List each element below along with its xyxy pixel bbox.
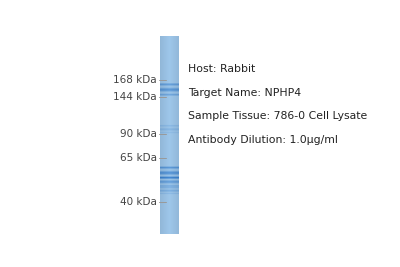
Text: 40 kDa: 40 kDa: [120, 197, 157, 207]
Text: 65 kDa: 65 kDa: [120, 154, 157, 163]
Text: 168 kDa: 168 kDa: [113, 75, 157, 85]
Text: Antibody Dilution: 1.0µg/ml: Antibody Dilution: 1.0µg/ml: [188, 135, 338, 145]
Text: Sample Tissue: 786-0 Cell Lysate: Sample Tissue: 786-0 Cell Lysate: [188, 111, 367, 121]
Text: Target Name: NPHP4: Target Name: NPHP4: [188, 88, 301, 97]
Text: 144 kDa: 144 kDa: [113, 92, 157, 102]
Text: 90 kDa: 90 kDa: [120, 129, 157, 139]
Text: Host: Rabbit: Host: Rabbit: [188, 64, 255, 74]
